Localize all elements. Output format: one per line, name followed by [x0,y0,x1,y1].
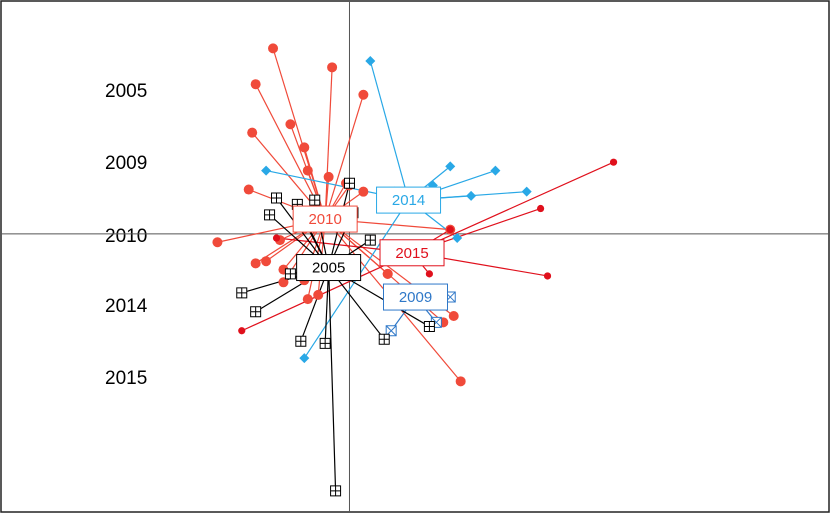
data-point [323,171,334,182]
data-point [452,233,463,244]
group-label-box [296,254,362,282]
group-label-box [379,239,445,267]
data-point [299,353,310,364]
data-point [271,192,283,204]
data-point [299,142,310,153]
data-point [268,43,279,54]
link-line [328,267,337,491]
link-line [324,94,364,220]
group-label: 2005 [312,260,345,277]
data-point [521,186,532,197]
data-point [466,190,477,201]
data-point [272,234,281,242]
data-point [358,89,369,100]
data-point [327,62,338,73]
data-point [309,194,321,206]
data-point [247,127,258,138]
row-label-3: 2010 [105,226,148,247]
link-line [411,161,614,254]
data-point [455,376,466,387]
data-point [319,337,331,349]
data-point [212,237,223,248]
group-label: 2010 [308,211,341,228]
group-label: 2009 [399,289,432,306]
data-point [543,272,552,280]
row-label-5: 2015 [105,368,148,389]
group-label: 2014 [392,192,425,209]
data-point [243,184,254,195]
data-point [609,158,618,166]
data-point [364,234,376,246]
data-point [445,161,456,172]
data-point [302,165,313,176]
row-label-2: 2009 [105,153,148,174]
data-point [448,311,459,322]
point-markers [212,43,618,497]
data-point [385,325,397,337]
row-label-1: 2005 [105,81,148,102]
data-point [446,226,454,234]
link-lines [217,48,614,491]
data-point [302,294,313,305]
group-label-boxes: 2010 2014 2015 2009 2005 [292,186,448,311]
link-line [324,67,333,220]
data-point [261,256,272,267]
data-point [278,277,289,288]
data-point [250,79,261,90]
group-label-box [376,186,442,214]
data-point [378,333,390,345]
group-label-box [292,205,358,233]
data-point [313,289,324,300]
data-point [358,186,369,197]
data-point [250,306,262,318]
data-point [285,119,296,130]
data-point [236,287,248,299]
data-point [295,335,307,347]
link-line [369,60,410,201]
data-point [343,177,355,189]
data-point [284,268,296,280]
row-label-4: 2014 [105,296,148,317]
data-point [330,485,342,497]
data-point [250,258,261,269]
data-point [365,56,376,67]
group-label: 2015 [395,245,428,262]
group-label-box [383,283,448,311]
data-point [264,209,276,221]
data-point [261,165,272,176]
data-point [382,268,393,279]
data-point [423,321,435,333]
data-point [425,270,433,278]
data-point [238,327,246,335]
data-point [536,204,545,213]
data-point [490,165,501,176]
